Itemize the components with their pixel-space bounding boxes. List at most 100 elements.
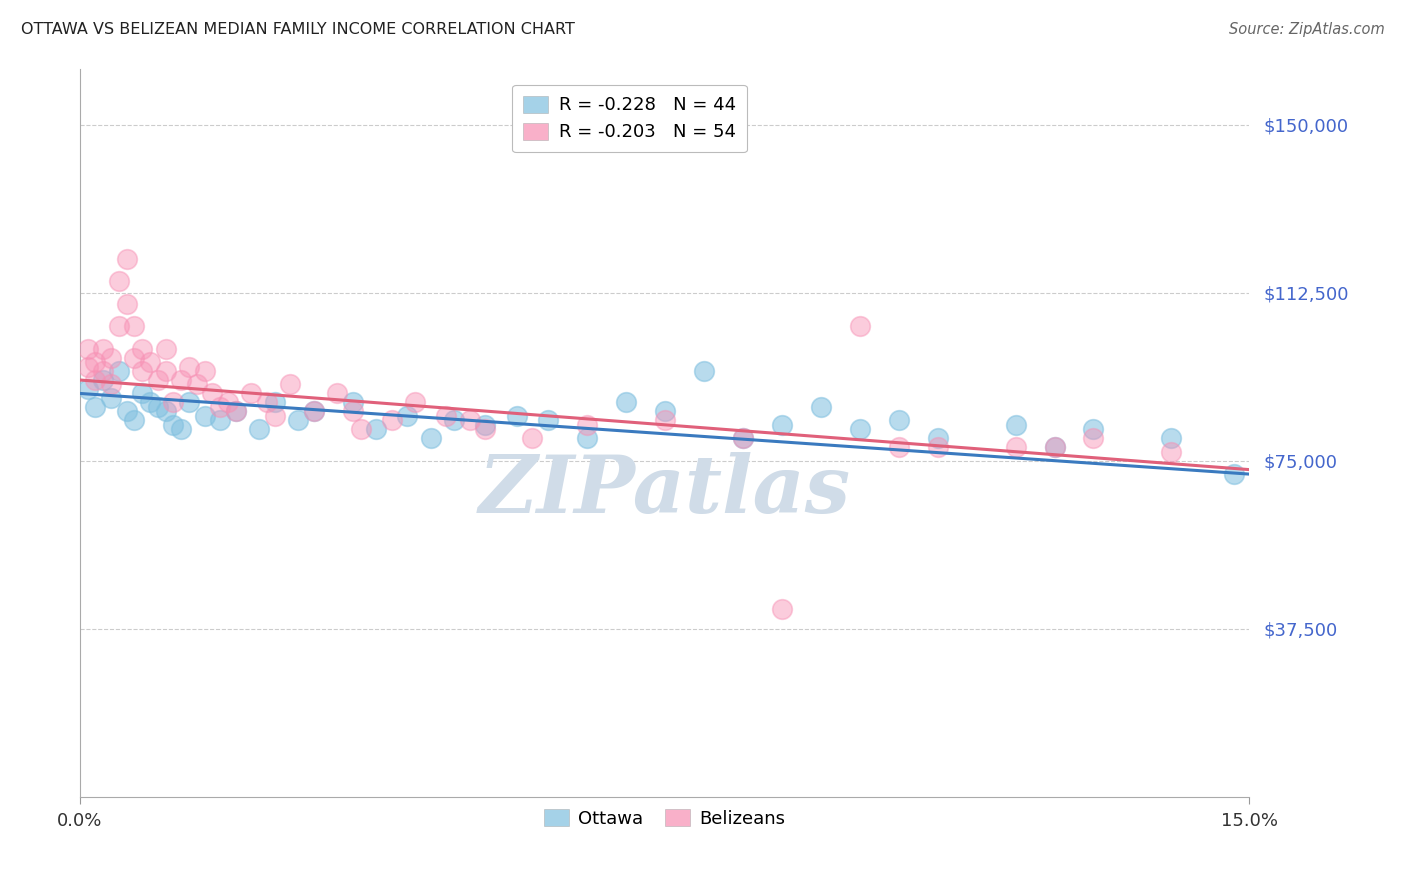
Point [155, 404, 177, 418]
Point [731, 431, 754, 445]
Point [404, 395, 426, 409]
Point [443, 413, 465, 427]
Point [537, 413, 560, 427]
Point [209, 413, 232, 427]
Point [1004, 417, 1026, 432]
Point [396, 409, 419, 423]
Point [505, 409, 527, 423]
Point [115, 404, 138, 418]
Point [770, 417, 793, 432]
Point [131, 342, 153, 356]
Point [84, 373, 107, 387]
Point [146, 400, 169, 414]
Point [326, 386, 349, 401]
Point [770, 601, 793, 615]
Point [575, 431, 598, 445]
Point [654, 413, 676, 427]
Point [170, 422, 193, 436]
Point [115, 252, 138, 266]
Point [194, 364, 217, 378]
Point [927, 440, 949, 454]
Point [225, 404, 247, 418]
Point [1083, 431, 1105, 445]
Point [927, 431, 949, 445]
Point [419, 431, 441, 445]
Point [349, 422, 371, 436]
Point [848, 422, 870, 436]
Point [342, 404, 364, 418]
Point [131, 386, 153, 401]
Point [1004, 440, 1026, 454]
Point [280, 377, 302, 392]
Point [139, 395, 162, 409]
Point [1043, 440, 1066, 454]
Point [201, 386, 224, 401]
Point [84, 355, 107, 369]
Text: OTTAWA VS BELIZEAN MEDIAN FAMILY INCOME CORRELATION CHART: OTTAWA VS BELIZEAN MEDIAN FAMILY INCOME … [21, 22, 575, 37]
Point [124, 319, 146, 334]
Point [302, 404, 325, 418]
Point [692, 364, 714, 378]
Point [810, 400, 832, 414]
Point [108, 274, 131, 288]
Point [162, 417, 184, 432]
Point [240, 386, 263, 401]
Point [124, 351, 146, 365]
Point [100, 351, 122, 365]
Point [91, 373, 114, 387]
Point [1223, 467, 1246, 482]
Point [209, 400, 232, 414]
Point [76, 382, 98, 396]
Point [848, 319, 870, 334]
Point [575, 417, 598, 432]
Point [162, 395, 184, 409]
Point [186, 377, 208, 392]
Text: ZIPatlas: ZIPatlas [478, 452, 851, 530]
Point [247, 422, 270, 436]
Point [108, 319, 131, 334]
Point [614, 395, 637, 409]
Legend: Ottawa, Belizeans: Ottawa, Belizeans [537, 802, 793, 835]
Point [654, 404, 676, 418]
Point [1160, 431, 1182, 445]
Point [84, 400, 107, 414]
Point [217, 395, 239, 409]
Point [155, 364, 177, 378]
Point [146, 373, 169, 387]
Point [342, 395, 364, 409]
Point [302, 404, 325, 418]
Point [115, 297, 138, 311]
Point [458, 413, 481, 427]
Point [155, 342, 177, 356]
Point [256, 395, 278, 409]
Point [1083, 422, 1105, 436]
Point [91, 364, 114, 378]
Point [520, 431, 543, 445]
Point [139, 355, 162, 369]
Point [887, 413, 910, 427]
Point [76, 342, 98, 356]
Point [225, 404, 247, 418]
Point [366, 422, 388, 436]
Point [194, 409, 217, 423]
Point [474, 417, 496, 432]
Point [100, 377, 122, 392]
Point [887, 440, 910, 454]
Point [1160, 444, 1182, 458]
Point [434, 409, 457, 423]
Point [170, 373, 193, 387]
Point [287, 413, 309, 427]
Point [76, 359, 98, 374]
Point [177, 359, 200, 374]
Point [177, 395, 200, 409]
Point [731, 431, 754, 445]
Point [131, 364, 153, 378]
Text: Source: ZipAtlas.com: Source: ZipAtlas.com [1229, 22, 1385, 37]
Point [108, 364, 131, 378]
Point [263, 395, 285, 409]
Point [263, 409, 285, 423]
Point [474, 422, 496, 436]
Point [1043, 440, 1066, 454]
Point [124, 413, 146, 427]
Point [91, 342, 114, 356]
